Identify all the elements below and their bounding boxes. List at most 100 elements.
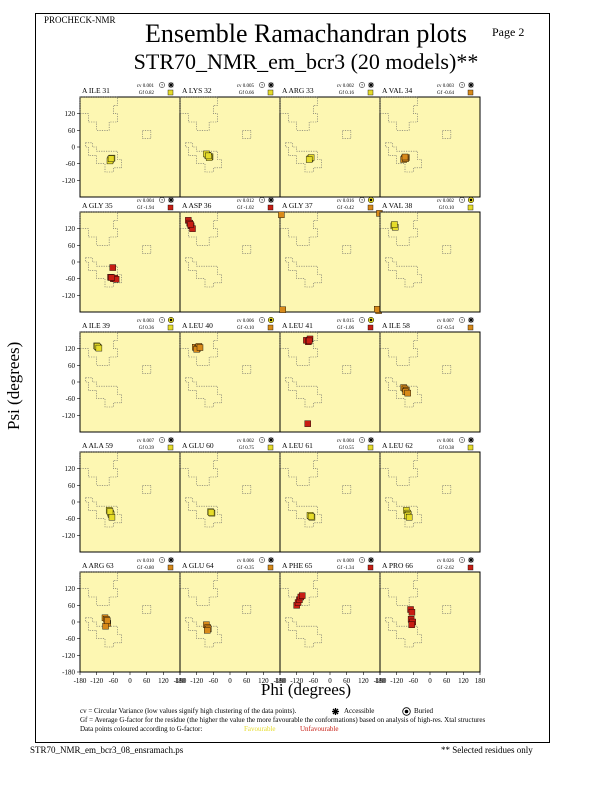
- buried-icon: [267, 316, 275, 324]
- cv-value: cv 0.006: [237, 559, 255, 564]
- svg-text:?: ?: [461, 437, 464, 442]
- svg-text:?: ?: [261, 317, 264, 322]
- x-tick-label: -120: [290, 677, 303, 685]
- ramachandran-panel: A ILE 31 cv 0.001 Gf 0.82?: [79, 82, 181, 198]
- allowed-region-outline: [85, 617, 122, 648]
- data-point: [305, 337, 313, 345]
- gf-value: Gf -0.80: [137, 566, 154, 571]
- ramachandran-panel: A GLU 60 cv 0.002 Gf 0.75?: [179, 437, 281, 553]
- allowed-region-outline: [285, 377, 322, 408]
- gf-value: Gf -0.35: [237, 566, 254, 571]
- accessible-icon: [268, 557, 274, 563]
- ramachandran-panel: A GLY 37 cv 0.016 Gf -0.42?: [278, 196, 383, 314]
- gf-definition: Gf = Average G-factor for the residue (t…: [80, 716, 486, 724]
- allowed-region-outline: [85, 377, 122, 408]
- help-icon: ?: [159, 82, 165, 88]
- gf-colour-swatch: [467, 204, 474, 211]
- help-icon: ?: [159, 317, 165, 323]
- gf-colour-swatch: [467, 444, 474, 451]
- residue-label: A GLY 37: [282, 201, 313, 210]
- allowed-region-outline: [242, 485, 252, 494]
- accessible-icon: [168, 82, 174, 88]
- y-tick-label: -60: [66, 160, 76, 168]
- y-tick-label: 120: [65, 110, 76, 118]
- x-tick-label: 120: [458, 677, 469, 685]
- data-point: [408, 621, 415, 628]
- allowed-region-outline: [342, 130, 352, 139]
- allowed-region-outline: [285, 617, 322, 648]
- allowed-region-outline: [342, 605, 352, 614]
- svg-text:?: ?: [161, 197, 164, 202]
- accessible-icon: [168, 557, 174, 563]
- y-tick-label: 0: [72, 144, 76, 152]
- y-tick-label: -120: [62, 177, 75, 185]
- gf-colour-swatch: [367, 324, 374, 331]
- help-icon: ?: [359, 197, 365, 203]
- gf-value: Gf -1.34: [337, 566, 354, 571]
- help-icon: ?: [459, 317, 465, 323]
- x-tick-label: 0: [328, 677, 332, 685]
- x-tick-label: -180: [374, 677, 387, 685]
- x-tick-label: 0: [428, 677, 432, 685]
- gf-value: Gf 0.36: [139, 326, 155, 331]
- cv-value: cv 0.015: [337, 319, 355, 324]
- cv-value: cv 0.002: [437, 199, 455, 204]
- data-point: [305, 156, 313, 163]
- gf-value: Gf -0.64: [437, 91, 454, 96]
- y-tick-label: 60: [68, 362, 76, 370]
- cv-value: cv 0.002: [337, 84, 355, 89]
- help-icon: ?: [359, 317, 365, 323]
- gf-colour-swatch: [267, 204, 274, 211]
- gf-colour-swatch: [467, 89, 474, 96]
- data-point: [107, 155, 115, 162]
- y-tick-label: 60: [68, 127, 76, 135]
- program-label: PROCHECK-NMR: [44, 15, 116, 25]
- data-point: [204, 627, 211, 634]
- ramachandran-panel: A GLY 35 cv 0.004 Gf -1.94?: [79, 197, 181, 313]
- ramachandran-panel: A LEU 62 cv 0.001 Gf 0.38?: [379, 437, 481, 553]
- gf-colour-swatch: [467, 324, 474, 331]
- allowed-region-outline: [442, 245, 452, 254]
- cv-value: cv 0.001: [437, 439, 455, 444]
- data-point: [102, 622, 109, 630]
- cv-value: cv 0.004: [137, 199, 155, 204]
- buried-icon: [167, 316, 175, 324]
- data-point: [408, 609, 416, 616]
- gf-colour-swatch: [167, 324, 174, 331]
- cv-value: cv 0.026: [437, 559, 455, 564]
- x-tick-label: 60: [343, 677, 351, 685]
- data-point: [307, 513, 315, 520]
- data-point: [205, 152, 212, 160]
- gf-colour-swatch: [367, 564, 374, 571]
- accessible-icon: [268, 82, 274, 88]
- y-tick-label: 0: [72, 379, 76, 387]
- x-tick-label: 0: [228, 677, 232, 685]
- svg-text:?: ?: [461, 197, 464, 202]
- help-icon: ?: [159, 437, 165, 443]
- y-tick-label: 120: [65, 585, 76, 593]
- ramachandran-panel: A ASP 36 cv 0.012 Gf -1.02?: [179, 197, 281, 313]
- accessible-icon: [368, 437, 374, 443]
- svg-text:?: ?: [161, 82, 164, 87]
- gf-value: Gf -0.42: [337, 206, 354, 211]
- help-icon: ?: [459, 82, 465, 88]
- allowed-region-outline: [342, 365, 352, 374]
- x-tick-label: -60: [109, 677, 119, 685]
- gf-colour-swatch: [267, 324, 274, 331]
- allowed-region-outline: [442, 485, 452, 494]
- svg-text:?: ?: [361, 82, 364, 87]
- x-tick-label: -180: [74, 677, 87, 685]
- y-tick-label: -60: [66, 635, 76, 643]
- x-tick-label: 60: [143, 677, 151, 685]
- residue-label: A GLU 60: [182, 441, 214, 450]
- svg-text:?: ?: [261, 437, 264, 442]
- gf-colour-swatch: [367, 89, 374, 96]
- cv-value: cv 0.002: [237, 439, 255, 444]
- allowed-region-outline: [185, 377, 222, 408]
- gf-value: Gf 0.75: [239, 446, 255, 451]
- gf-colour-swatch: [367, 444, 374, 451]
- y-tick-label: 120: [65, 225, 76, 233]
- svg-text:?: ?: [261, 82, 264, 87]
- allowed-region-outline: [442, 605, 452, 614]
- residue-label: A ALA 59: [82, 441, 113, 450]
